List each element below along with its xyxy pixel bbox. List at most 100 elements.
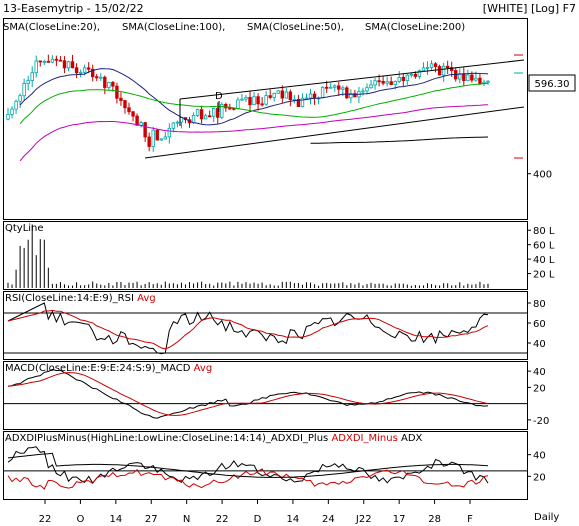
candle-body [212,108,216,117]
chart-title: 13-Easemytrip - 15/02/22 [3,2,144,15]
candle-body [159,138,163,141]
candle-body [191,114,196,124]
candle-body [393,81,397,85]
x-tick-label: N [183,514,190,525]
candle-body [308,93,313,99]
legend-sma100: SMA(CloseLine:100), [122,22,225,33]
candle-body [417,70,422,77]
candle-body [260,103,264,106]
y-tick-label: 80 [533,299,546,310]
candle-body [248,96,252,106]
sma50-line [19,82,489,125]
candle-body [195,109,200,116]
candle-body [345,87,349,99]
adx-line [7,452,489,478]
candle-body [30,72,34,82]
adx-minus-line [7,468,489,490]
candle-body [224,103,228,109]
x-tick-label: 22 [39,514,52,525]
candle-body [300,97,305,107]
macd-panel [3,361,528,430]
candle-body [280,90,284,99]
candle-body [123,100,127,109]
candle-body [381,80,385,84]
candle-body [95,76,99,79]
candle-body [437,66,442,76]
price-tag: 596.30 [535,79,570,90]
candle-body [429,63,434,68]
candle-body [441,65,446,76]
candle-body [22,83,26,97]
candle-body [38,60,42,63]
candle-body [103,76,107,88]
macd-series [4,368,527,419]
rsi-title: RSI(CloseLine:14:E:9)_RSI Avg [5,293,156,304]
candle-body [107,81,111,88]
candle-body [341,87,345,90]
y-tick-label: 60 L [533,241,555,252]
candle-body [421,67,426,72]
candle-body [397,76,401,82]
candle-body [167,127,172,138]
candle-body [256,96,260,105]
candle-body [199,109,204,120]
volume-panel [3,221,528,290]
y-tick-label: 60 [533,319,546,330]
candle-body [18,95,22,102]
candle-body [14,100,18,110]
candle-body [34,60,38,74]
volume-series [7,224,489,288]
legend-sma50: SMA(CloseLine:50), [247,22,344,33]
candle-body [324,86,329,89]
candle-body [365,87,369,92]
x-tick-label: O [76,514,84,525]
sma200-line [310,136,489,144]
volume-title: QtyLine [5,223,44,234]
candle-body [409,73,414,76]
x-tick-label: F [467,514,473,525]
candle-body [272,92,276,98]
candle-body [171,122,176,129]
timeframe-label: Daily [534,512,559,523]
x-tick-label: 27 [145,514,158,525]
x-tick-label: 14 [109,514,122,525]
candle-body [216,108,220,118]
candle-body [82,67,87,73]
y-tick-label: 80 L [533,226,555,237]
candle-body [328,86,333,89]
candle-body [240,98,244,101]
candle-body [449,67,454,71]
price-panel [3,18,528,220]
adx-series [4,446,527,490]
macd-title: MACD(CloseLine:E:9:E:24:S:9)_MACD Avg [5,363,212,374]
price-legend: SMA(CloseLine:20), SMA(CloseLine:100), S… [3,22,465,33]
candle-body [91,68,95,78]
candle-body [288,91,293,101]
candle-body [207,115,212,118]
candle-body [252,96,256,106]
rsi-avg-line [7,309,489,350]
channel-lower [144,106,525,159]
candle-body [228,107,232,110]
candle-body [99,76,103,79]
candle-body [143,122,147,138]
candle-body [147,136,151,147]
x-tick-label: 17 [393,514,406,525]
candle-body [389,81,393,85]
candle-body [46,60,51,63]
adx-plus-line [7,446,489,484]
candle-body [179,117,184,123]
candle-body [353,93,357,98]
candle-body [401,76,405,81]
candle-body [66,61,71,69]
y-tick-label: 20 [533,383,546,394]
candle-body [10,108,14,115]
candle-body [151,129,155,147]
candle-body [74,67,79,74]
candle-body [203,115,208,120]
rsi-series [4,302,527,355]
candle-body [268,95,272,98]
candle-body [373,80,377,86]
candle-body [54,58,59,61]
candle-body [470,74,474,81]
